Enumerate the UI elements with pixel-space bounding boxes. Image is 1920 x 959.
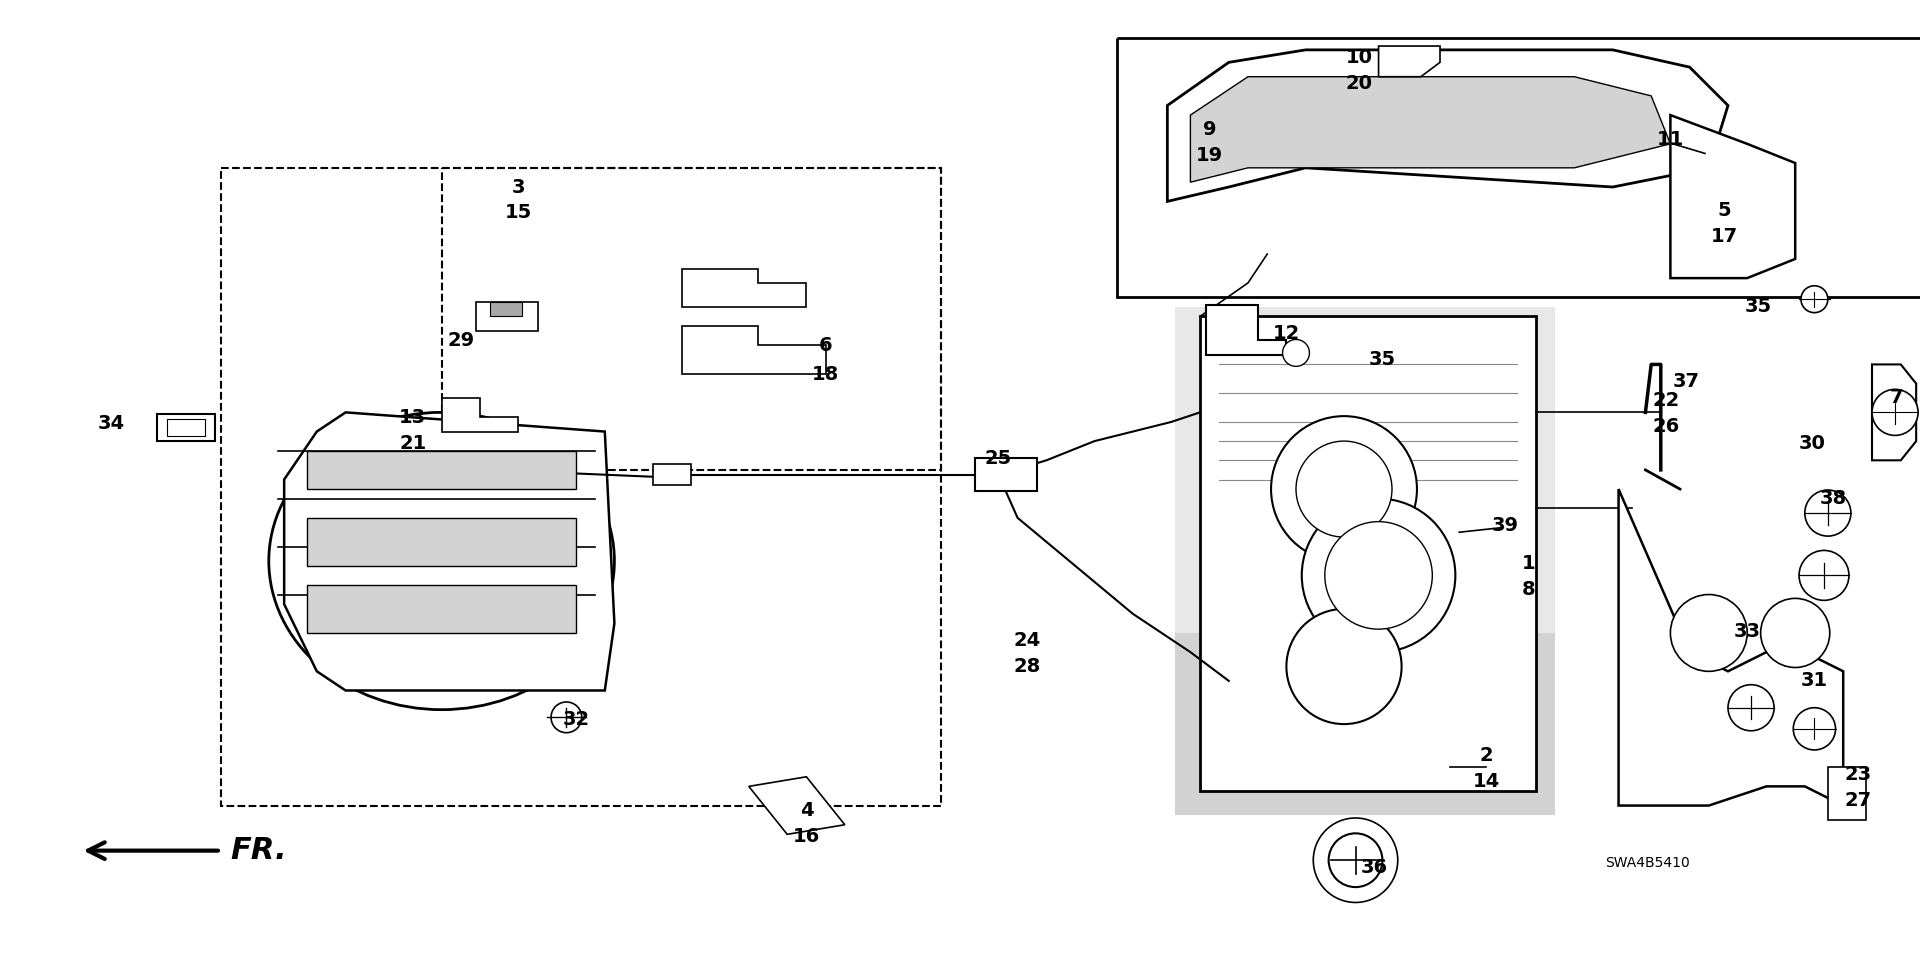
Text: 31: 31 [1801,671,1828,690]
Text: 14: 14 [1473,772,1500,791]
Text: 2: 2 [1478,746,1494,765]
Polygon shape [442,398,518,432]
Text: 6: 6 [818,336,833,355]
Bar [442,168,941,470]
Polygon shape [1190,77,1670,182]
Polygon shape [1206,305,1286,355]
Bar [1175,633,1555,815]
Text: 13: 13 [399,408,426,427]
Text: 3: 3 [511,177,526,197]
Polygon shape [1619,489,1843,806]
Text: 21: 21 [399,433,426,453]
Text: 9: 9 [1202,120,1217,139]
Polygon shape [307,585,576,633]
Circle shape [1761,598,1830,667]
Circle shape [1670,595,1747,671]
Text: 18: 18 [812,364,839,384]
Polygon shape [1379,46,1440,77]
Text: 27: 27 [1845,791,1872,810]
Circle shape [1801,286,1828,313]
Polygon shape [1828,767,1866,820]
Bar [221,168,941,806]
Polygon shape [975,458,1037,491]
Text: 39: 39 [1492,516,1519,535]
Circle shape [1302,499,1455,652]
Circle shape [1325,522,1432,629]
Circle shape [1329,833,1382,887]
Text: 38: 38 [1820,489,1847,508]
Text: 23: 23 [1845,765,1872,784]
Circle shape [1286,609,1402,724]
Circle shape [1872,389,1918,435]
Text: 22: 22 [1653,391,1680,410]
Text: 15: 15 [505,203,532,222]
Text: 33: 33 [1734,621,1761,641]
Text: 17: 17 [1711,227,1738,246]
Text: 7: 7 [1889,388,1905,408]
Ellipse shape [269,412,614,710]
Text: 19: 19 [1196,146,1223,165]
Polygon shape [682,326,826,374]
Circle shape [1271,416,1417,562]
Text: 35: 35 [1369,350,1396,369]
Text: 1: 1 [1521,554,1536,573]
Text: FR.: FR. [230,836,286,865]
Polygon shape [1872,364,1916,460]
Text: 32: 32 [563,710,589,729]
Text: 11: 11 [1657,129,1684,149]
Circle shape [1805,490,1851,536]
Polygon shape [307,518,576,566]
Text: 20: 20 [1346,74,1373,93]
Polygon shape [749,777,845,834]
Polygon shape [476,302,538,331]
Polygon shape [682,269,806,307]
Polygon shape [490,302,522,316]
Polygon shape [1167,50,1728,201]
Circle shape [1296,441,1392,537]
Text: 12: 12 [1273,324,1300,343]
Bar [1117,38,1920,297]
Polygon shape [157,414,215,441]
Text: 4: 4 [799,801,814,820]
Circle shape [551,702,582,733]
Polygon shape [1670,115,1795,278]
Polygon shape [284,412,614,690]
Polygon shape [653,464,691,485]
Circle shape [1283,339,1309,366]
Text: 34: 34 [98,414,125,433]
Circle shape [1793,708,1836,750]
Text: 5: 5 [1716,201,1732,221]
Text: 8: 8 [1521,580,1536,599]
Text: 24: 24 [1014,631,1041,650]
Bar [1175,307,1555,815]
Text: 10: 10 [1346,48,1373,67]
Text: SWA4B5410: SWA4B5410 [1605,856,1690,870]
Text: 29: 29 [447,331,474,350]
Text: 37: 37 [1672,372,1699,391]
Polygon shape [167,419,205,436]
Text: 28: 28 [1014,657,1041,676]
Text: 16: 16 [793,827,820,846]
Circle shape [1799,550,1849,600]
Text: 35: 35 [1745,297,1772,316]
Polygon shape [307,451,576,489]
Polygon shape [1200,316,1536,791]
Text: 36: 36 [1361,858,1388,877]
Text: 30: 30 [1799,433,1826,453]
Circle shape [1728,685,1774,731]
Text: 25: 25 [985,449,1012,468]
Text: 26: 26 [1653,417,1680,436]
